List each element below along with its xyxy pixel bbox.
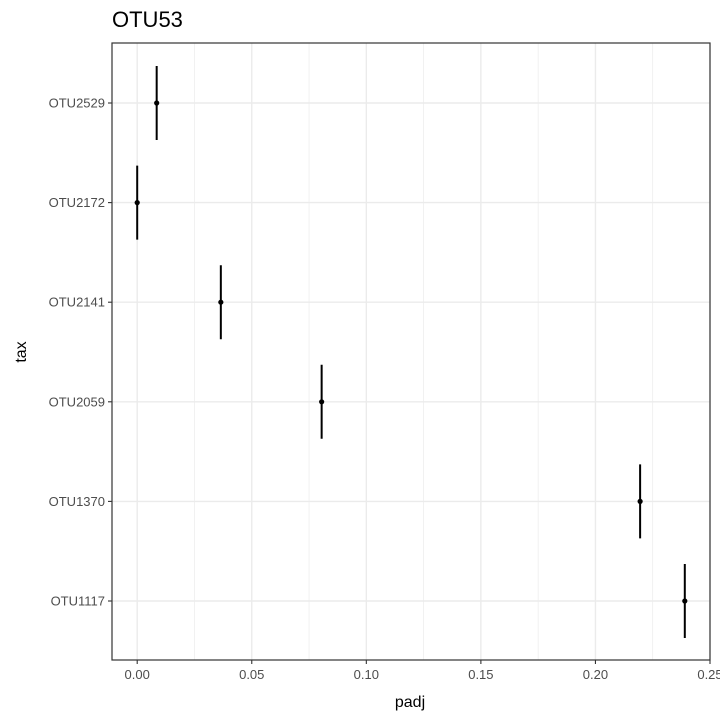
y-tick-label: OTU2059 (49, 394, 105, 409)
y-axis-title: tax (13, 341, 30, 362)
x-tick-label: 0.05 (239, 667, 264, 682)
y-tick-label: OTU1117 (51, 594, 105, 609)
data-point (637, 498, 643, 504)
chart-title: OTU53 (112, 7, 183, 32)
y-tick-label: OTU2529 (49, 96, 105, 111)
x-tick-label: 0.10 (354, 667, 379, 682)
data-point (134, 200, 140, 206)
data-point (682, 598, 688, 604)
y-tick-label: OTU1370 (49, 494, 105, 509)
x-tick-label: 0.00 (125, 667, 150, 682)
marks-layer (134, 66, 688, 638)
y-tick-label: OTU2172 (49, 195, 105, 210)
axes-layer: 0.00 0.05 0.10 0.15 0.20 0.25 OTU1117 OTU1370 OT… (49, 96, 720, 683)
data-point (319, 399, 325, 405)
x-tick-label: 0.20 (583, 667, 608, 682)
grid-layer (112, 43, 711, 660)
x-tick-label: 0.25 (697, 667, 720, 682)
data-point (154, 100, 160, 106)
panel-border (111, 42, 711, 661)
data-point (218, 299, 224, 305)
y-tick-label: OTU2141 (49, 295, 105, 310)
x-tick-label: 0.15 (468, 667, 493, 682)
x-axis-title: padj (395, 694, 425, 711)
